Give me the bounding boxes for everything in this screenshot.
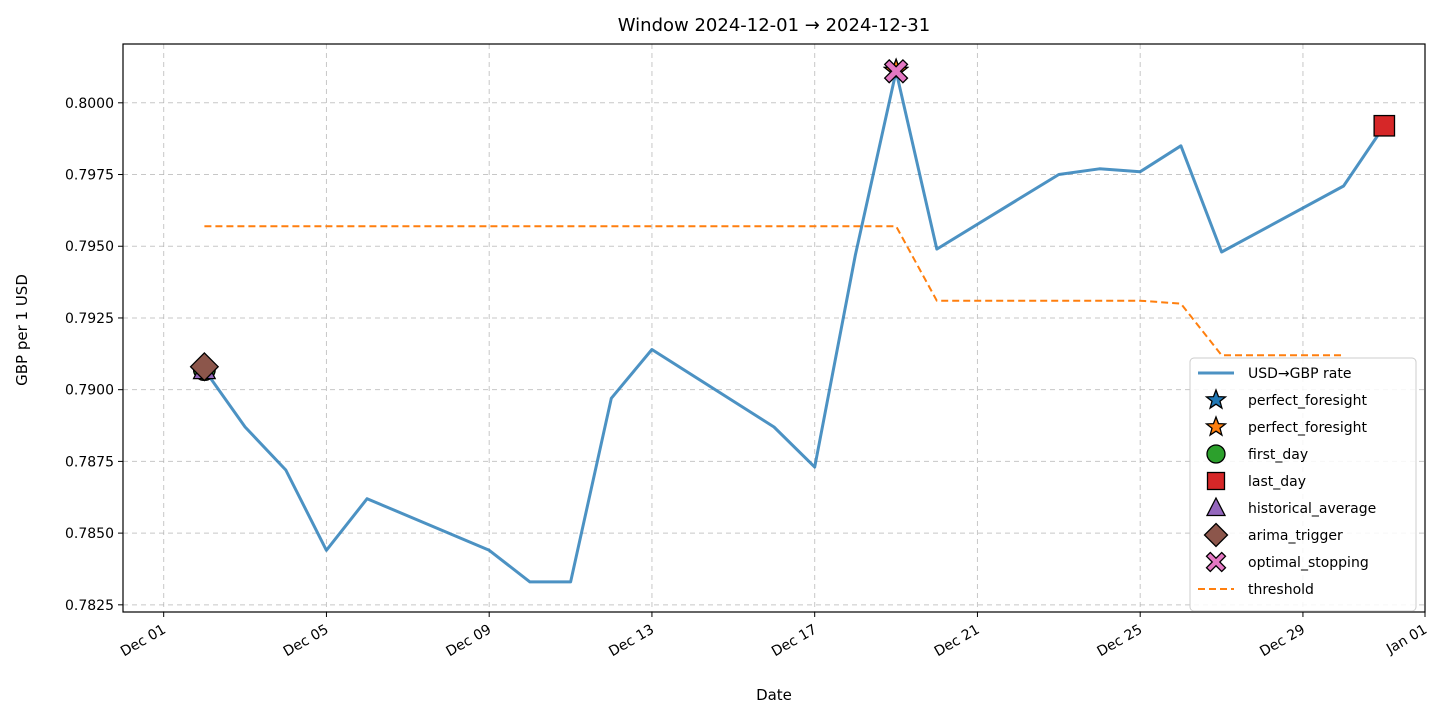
x-tick-label: Dec 13 xyxy=(606,622,657,661)
legend-diamond-swatch xyxy=(1203,522,1229,548)
threshold-line xyxy=(204,225,1344,357)
last-day-marker xyxy=(1373,114,1396,137)
y-axis-ticks: 0.7825 0.7850 0.7875 0.7900 0.7925 0.7950 0.79… xyxy=(65,96,123,614)
legend-square-swatch xyxy=(1206,471,1226,491)
legend-star-swatch xyxy=(1204,388,1228,410)
y-tick-label: 0.7875 xyxy=(65,454,114,470)
x-tick-label: Dec 09 xyxy=(443,622,494,661)
x-tick-label: Dec 21 xyxy=(932,622,983,661)
y-tick-label: 0.7850 xyxy=(65,526,114,542)
legend-label: first_day xyxy=(1248,447,1308,463)
legend-label: arima_trigger xyxy=(1248,528,1343,544)
legend-box xyxy=(1189,357,1417,612)
y-axis-label: GBP per 1 USD xyxy=(13,274,31,386)
legend-star-swatch xyxy=(1204,415,1228,437)
x-tick-label: Jan 01 xyxy=(1383,622,1430,658)
x-tick-label: Dec 25 xyxy=(1094,622,1145,661)
chart-title: Window 2024-12-01 → 2024-12-31 xyxy=(618,15,930,36)
rate-line xyxy=(203,69,1386,584)
x-axis-label: Date xyxy=(756,686,792,704)
legend-circle-swatch xyxy=(1206,444,1226,464)
arima-trigger-marker xyxy=(189,352,220,382)
x-tick-label: Dec 05 xyxy=(281,622,332,661)
threshold-series xyxy=(204,225,1344,357)
legend: USD→GBP rate perfect_foresight perfect_for… xyxy=(1189,357,1417,612)
legend-label: historical_average xyxy=(1248,501,1376,517)
y-tick-label: 0.7950 xyxy=(65,239,114,255)
legend-label: perfect_foresight xyxy=(1248,393,1367,409)
legend-label: optimal_stopping xyxy=(1248,555,1369,571)
legend-label: perfect_foresight xyxy=(1248,420,1367,436)
legend-x-swatch xyxy=(1205,551,1227,573)
y-tick-label: 0.7825 xyxy=(65,598,114,614)
x-tick-label: Dec 17 xyxy=(769,622,820,661)
optimal-stopping-marker xyxy=(883,58,909,84)
plot-frame xyxy=(122,43,1426,613)
y-tick-label: 0.7925 xyxy=(65,311,114,327)
y-tick-label: 0.8000 xyxy=(65,96,114,112)
legend-label: threshold xyxy=(1248,582,1314,598)
x-tick-label: Dec 01 xyxy=(118,622,169,661)
marker-layer xyxy=(189,57,1396,382)
y-tick-label: 0.7975 xyxy=(65,168,114,184)
legend-label: USD→GBP rate xyxy=(1248,366,1351,382)
legend-label: last_day xyxy=(1248,474,1306,490)
legend-triangle-swatch xyxy=(1205,496,1227,517)
x-tick-label: Dec 29 xyxy=(1257,622,1308,661)
x-axis-ticks: Dec 01 Dec 05 Dec 09 Dec 13 Dec 17 Dec 21 Dec … xyxy=(118,612,1430,660)
rate-series xyxy=(203,69,1386,584)
y-tick-label: 0.7900 xyxy=(65,383,114,399)
